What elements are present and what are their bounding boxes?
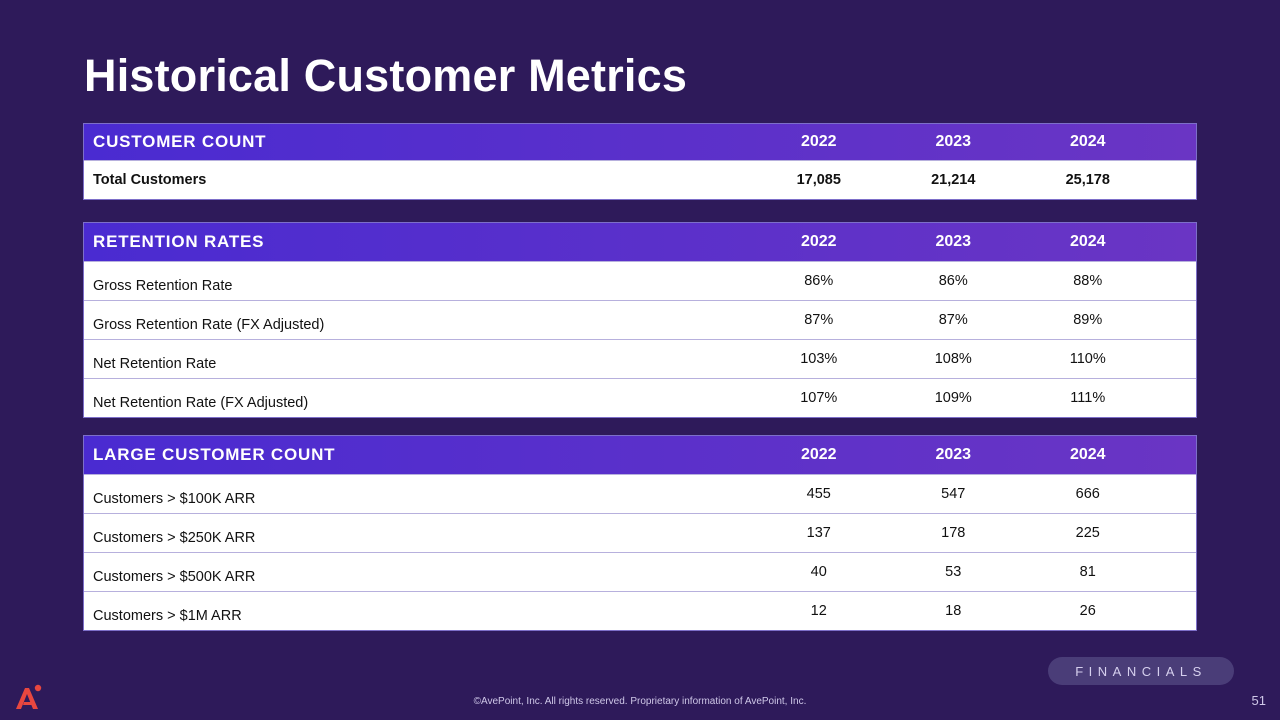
cell-value: 40 (810, 564, 827, 580)
cell-value: 110% (1069, 351, 1106, 367)
cell-value: 86% (804, 273, 834, 289)
cell-value: 137 (806, 525, 831, 541)
year-header: 2023 (935, 233, 972, 250)
table-header: CUSTOMER COUNT 2022 2023 2024 (84, 124, 1196, 160)
cell-value: 666 (1075, 486, 1100, 502)
row-label: Customers > $250K ARR (93, 530, 256, 546)
row-label: Customers > $1M ARR (93, 608, 242, 624)
table-row: Gross Retention Rate 86% 86% 88% (84, 261, 1196, 300)
year-header: 2022 (800, 133, 837, 150)
year-header: 2022 (800, 446, 837, 463)
row-label: Gross Retention Rate (93, 278, 233, 294)
retention-rates-table: RETENTION RATES 2022 2023 2024 Gross Ret… (83, 222, 1197, 418)
table-row: Gross Retention Rate (FX Adjusted) 87% 8… (84, 300, 1196, 339)
cell-value: 26 (1079, 603, 1096, 619)
cell-value: 107% (800, 390, 838, 406)
cell-value: 87% (938, 312, 968, 328)
table-row: Customers > $250K ARR 137 178 225 (84, 513, 1196, 552)
cell-value: 109% (934, 390, 972, 406)
year-header: 2023 (935, 446, 972, 463)
cell-value: 18 (945, 603, 962, 619)
section-header: LARGE CUSTOMER COUNT (93, 445, 336, 464)
large-customer-count-table: LARGE CUSTOMER COUNT 2022 2023 2024 Cust… (83, 435, 1197, 631)
cell-value: 103% (800, 351, 838, 367)
cell-value: 455 (806, 486, 831, 502)
cell-value: 21,214 (931, 172, 976, 188)
year-header: 2024 (1069, 233, 1106, 250)
table-row: Customers > $1M ARR 12 18 26 (84, 591, 1196, 630)
cell-value: 12 (810, 603, 827, 619)
cell-value: 53 (945, 564, 962, 580)
table-row: Customers > $500K ARR 40 53 81 (84, 552, 1196, 591)
section-header: CUSTOMER COUNT (93, 132, 267, 151)
table-row: Net Retention Rate (FX Adjusted) 107% 10… (84, 378, 1196, 417)
cell-value: 225 (1075, 525, 1100, 541)
section-tag: FINANCIALS (1048, 657, 1234, 685)
row-label: Customers > $100K ARR (93, 491, 256, 507)
table-row: Net Retention Rate 103% 108% 110% (84, 339, 1196, 378)
cell-value: 25,178 (1065, 172, 1110, 188)
year-header: 2024 (1069, 446, 1106, 463)
table-header: RETENTION RATES 2022 2023 2024 (84, 223, 1196, 261)
year-header: 2024 (1069, 133, 1106, 150)
cell-value: 111% (1070, 390, 1106, 406)
row-label: Total Customers (93, 172, 207, 188)
year-header: 2023 (935, 133, 972, 150)
cell-value: 178 (941, 525, 966, 541)
customer-count-table: CUSTOMER COUNT 2022 2023 2024 Total Cust… (83, 123, 1197, 200)
cell-value: 547 (941, 486, 966, 502)
table-row: Total Customers 17,085 21,214 25,178 (84, 160, 1196, 199)
cell-value: 86% (938, 273, 968, 289)
footer-copyright: ©AvePoint, Inc. All rights reserved. Pro… (473, 696, 807, 707)
row-label: Gross Retention Rate (FX Adjusted) (93, 317, 325, 333)
row-label: Net Retention Rate (FX Adjusted) (93, 395, 309, 411)
row-label: Net Retention Rate (93, 356, 217, 372)
table-header: LARGE CUSTOMER COUNT 2022 2023 2024 (84, 436, 1196, 474)
cell-value: 17,085 (796, 172, 841, 188)
avepoint-logo-icon (16, 684, 42, 709)
cell-value: 89% (1073, 312, 1103, 328)
page-number: 51 (1251, 693, 1266, 708)
cell-value: 108% (934, 351, 972, 367)
page-title: Historical Customer Metrics (84, 50, 688, 101)
section-header: RETENTION RATES (93, 232, 265, 251)
year-header: 2022 (800, 233, 837, 250)
row-label: Customers > $500K ARR (93, 569, 256, 585)
table-row: Customers > $100K ARR 455 547 666 (84, 474, 1196, 513)
cell-value: 87% (804, 312, 834, 328)
cell-value: 88% (1073, 273, 1103, 289)
cell-value: 81 (1079, 564, 1096, 580)
